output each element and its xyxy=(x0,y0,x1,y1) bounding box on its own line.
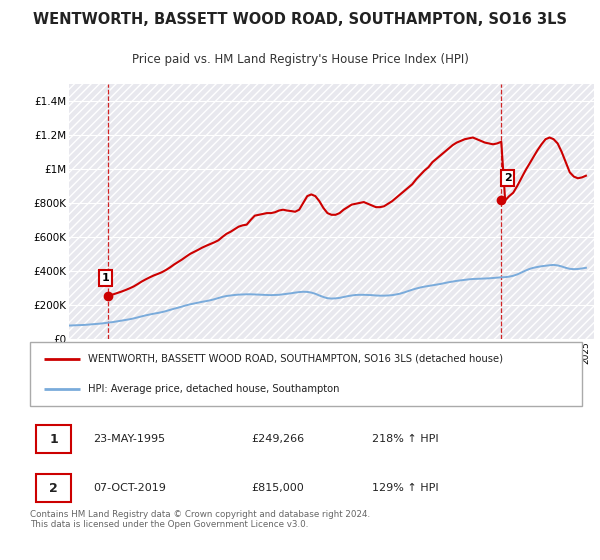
Bar xyxy=(35,426,71,452)
Text: 07-OCT-2019: 07-OCT-2019 xyxy=(94,483,166,493)
Text: WENTWORTH, BASSETT WOOD ROAD, SOUTHAMPTON, SO16 3LS: WENTWORTH, BASSETT WOOD ROAD, SOUTHAMPTO… xyxy=(33,12,567,27)
Text: HPI: Average price, detached house, Southampton: HPI: Average price, detached house, Sout… xyxy=(88,384,340,394)
Text: 2: 2 xyxy=(504,173,512,183)
Text: 1: 1 xyxy=(101,273,109,283)
Text: 129% ↑ HPI: 129% ↑ HPI xyxy=(372,483,439,493)
Text: £249,266: £249,266 xyxy=(251,434,304,444)
Text: Price paid vs. HM Land Registry's House Price Index (HPI): Price paid vs. HM Land Registry's House … xyxy=(131,53,469,66)
Text: WENTWORTH, BASSETT WOOD ROAD, SOUTHAMPTON, SO16 3LS (detached house): WENTWORTH, BASSETT WOOD ROAD, SOUTHAMPTO… xyxy=(88,354,503,364)
Text: 2: 2 xyxy=(49,482,58,494)
Text: 1: 1 xyxy=(49,432,58,446)
Text: 23-MAY-1995: 23-MAY-1995 xyxy=(94,434,166,444)
Bar xyxy=(35,474,71,502)
Text: 218% ↑ HPI: 218% ↑ HPI xyxy=(372,434,439,444)
Text: Contains HM Land Registry data © Crown copyright and database right 2024.
This d: Contains HM Land Registry data © Crown c… xyxy=(30,510,370,529)
Text: £815,000: £815,000 xyxy=(251,483,304,493)
